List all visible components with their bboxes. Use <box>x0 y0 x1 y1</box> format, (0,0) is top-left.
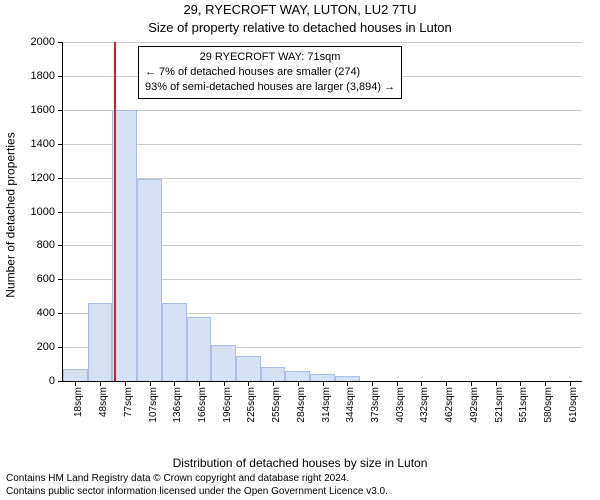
histogram-bar <box>63 369 88 381</box>
annotation-line: ← 7% of detached houses are smaller (274… <box>145 65 395 80</box>
y-tick-label: 1000 <box>31 206 55 218</box>
annotation-line: 29 RYECROFT WAY: 71sqm <box>145 50 395 65</box>
x-tick-label: 432sqm <box>419 387 430 423</box>
x-tick-label: 580sqm <box>543 387 554 423</box>
y-axis-label: Number of detached properties <box>2 0 20 430</box>
y-tick-label: 1800 <box>31 70 55 82</box>
y-tick-mark <box>58 42 63 43</box>
y-tick-label: 0 <box>49 375 55 387</box>
histogram-bar <box>112 110 137 381</box>
x-tick-mark <box>75 381 76 386</box>
x-tick-mark <box>545 381 546 386</box>
y-tick-label: 400 <box>37 307 55 319</box>
x-tick-mark <box>421 381 422 386</box>
x-tick-label: 18sqm <box>73 387 84 417</box>
x-tick-label: 107sqm <box>148 387 159 423</box>
x-tick-label: 284sqm <box>296 387 307 423</box>
footer-attribution: Contains HM Land Registry data © Crown c… <box>6 473 388 498</box>
x-tick-label: 403sqm <box>395 387 406 423</box>
gridline <box>63 42 582 43</box>
x-tick-mark <box>224 381 225 386</box>
histogram-bar <box>137 179 162 381</box>
y-tick-mark <box>58 347 63 348</box>
x-tick-mark <box>100 381 101 386</box>
chart-title: 29, RYECROFT WAY, LUTON, LU2 7TU <box>0 2 600 17</box>
y-tick-label: 1400 <box>31 138 55 150</box>
y-tick-label: 1200 <box>31 172 55 184</box>
x-tick-label: 462sqm <box>444 387 455 423</box>
gridline <box>63 144 582 145</box>
histogram-bar <box>310 374 335 381</box>
y-tick-label: 800 <box>37 239 55 251</box>
y-tick-mark <box>58 178 63 179</box>
histogram-bar <box>211 345 236 381</box>
x-tick-label: 196sqm <box>222 387 233 423</box>
plot-area: 020040060080010001200140016001800200018s… <box>62 42 582 382</box>
x-tick-label: 344sqm <box>345 387 356 423</box>
x-tick-mark <box>323 381 324 386</box>
x-tick-mark <box>199 381 200 386</box>
x-tick-label: 373sqm <box>370 387 381 423</box>
x-tick-label: 166sqm <box>197 387 208 423</box>
x-tick-mark <box>570 381 571 386</box>
y-tick-mark <box>58 144 63 145</box>
x-tick-label: 48sqm <box>98 387 109 417</box>
y-tick-mark <box>58 110 63 111</box>
x-axis-label: Distribution of detached houses by size … <box>0 456 600 470</box>
annotation-line: 93% of semi-detached houses are larger (… <box>145 80 395 95</box>
footer-line2: Contains public sector information licen… <box>6 486 388 499</box>
x-tick-label: 255sqm <box>271 387 282 423</box>
x-tick-mark <box>372 381 373 386</box>
y-tick-label: 600 <box>37 273 55 285</box>
x-tick-mark <box>520 381 521 386</box>
y-tick-mark <box>58 381 63 382</box>
x-tick-label: 551sqm <box>518 387 529 423</box>
footer-line1: Contains HM Land Registry data © Crown c… <box>6 473 388 486</box>
x-tick-label: 225sqm <box>246 387 257 423</box>
x-tick-mark <box>397 381 398 386</box>
x-tick-mark <box>174 381 175 386</box>
x-tick-label: 77sqm <box>123 387 134 417</box>
y-tick-mark <box>58 279 63 280</box>
x-tick-label: 521sqm <box>494 387 505 423</box>
chart-subtitle: Size of property relative to detached ho… <box>0 20 600 35</box>
histogram-bar <box>261 367 286 381</box>
reference-line <box>114 42 116 381</box>
x-tick-mark <box>298 381 299 386</box>
histogram-bar <box>187 317 212 381</box>
x-tick-mark <box>446 381 447 386</box>
y-tick-mark <box>58 245 63 246</box>
x-tick-label: 610sqm <box>568 387 579 423</box>
histogram-bar <box>236 356 261 381</box>
y-tick-label: 1600 <box>31 104 55 116</box>
histogram-bar <box>285 371 310 381</box>
y-tick-mark <box>58 212 63 213</box>
x-tick-mark <box>150 381 151 386</box>
histogram-bar <box>162 303 187 381</box>
y-tick-label: 200 <box>37 341 55 353</box>
chart-container: 29, RYECROFT WAY, LUTON, LU2 7TU Size of… <box>0 0 600 500</box>
histogram-bar <box>88 303 113 381</box>
y-tick-mark <box>58 76 63 77</box>
x-tick-mark <box>248 381 249 386</box>
x-tick-mark <box>471 381 472 386</box>
gridline <box>63 110 582 111</box>
x-tick-mark <box>273 381 274 386</box>
x-tick-label: 492sqm <box>469 387 480 423</box>
plot-inner: 020040060080010001200140016001800200018s… <box>63 42 582 381</box>
annotation-box: 29 RYECROFT WAY: 71sqm← 7% of detached h… <box>138 46 402 99</box>
y-tick-mark <box>58 313 63 314</box>
y-tick-label: 2000 <box>31 36 55 48</box>
x-tick-mark <box>496 381 497 386</box>
x-tick-mark <box>125 381 126 386</box>
x-tick-label: 136sqm <box>172 387 183 423</box>
x-tick-label: 314sqm <box>321 387 332 423</box>
x-tick-mark <box>347 381 348 386</box>
